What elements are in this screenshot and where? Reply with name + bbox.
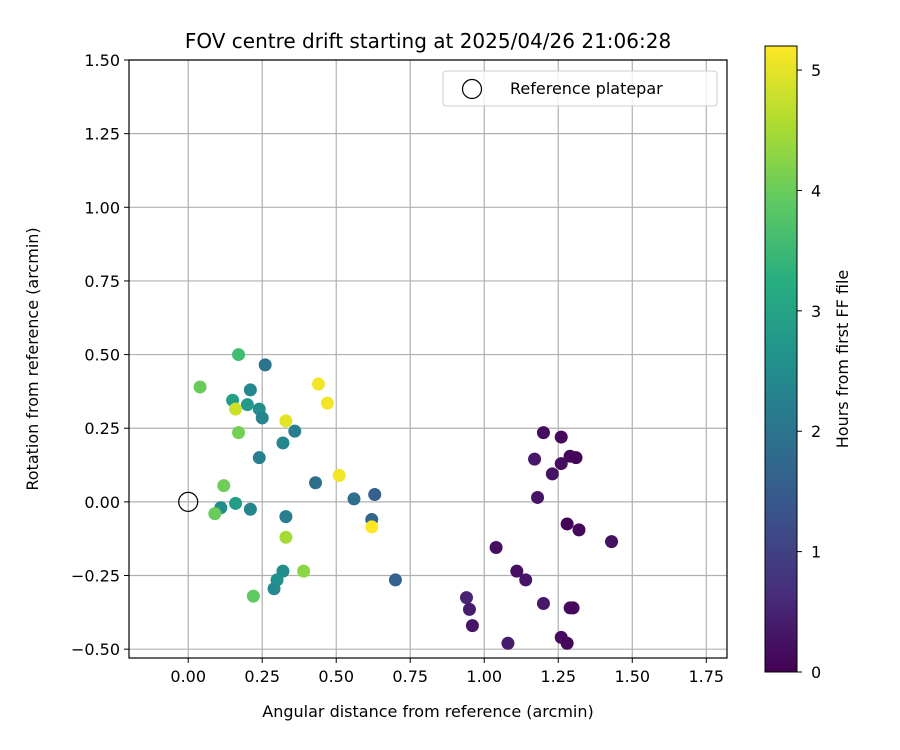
colorbar: 0 1 2 3 4 5 Hours from first FF file	[764, 45, 852, 682]
colorbar-tick-label: 5	[811, 61, 821, 80]
data-point	[279, 510, 293, 524]
data-point	[554, 457, 568, 471]
x-tick-label: 0.75	[392, 667, 428, 686]
grid-lines	[129, 59, 727, 658]
y-tick-label: 0.25	[84, 419, 120, 438]
data-point	[531, 490, 545, 504]
data-point	[536, 426, 550, 440]
data-point	[243, 383, 257, 397]
data-point	[279, 530, 293, 544]
data-point	[246, 589, 260, 603]
data-point	[528, 452, 542, 466]
data-point	[232, 348, 246, 362]
data-point	[208, 507, 222, 521]
colorbar-tick-label: 0	[811, 663, 821, 682]
data-point	[572, 523, 586, 537]
colorbar-label: Hours from first FF file	[833, 270, 852, 449]
legend: Reference platepar	[442, 70, 718, 107]
data-point	[368, 488, 382, 502]
colorbar-ticks: 0 1 2 3 4 5	[797, 61, 821, 682]
x-axis-ticks: 0.00 0.25 0.50 0.75 1.00 1.25 1.50 1.75	[170, 658, 724, 686]
reference-marker	[178, 491, 199, 512]
reference-point	[178, 491, 199, 512]
x-tick-label: 1.75	[688, 667, 724, 686]
data-points	[193, 348, 619, 650]
legend-marker-icon	[461, 78, 483, 100]
data-point	[243, 502, 257, 516]
data-point	[297, 564, 311, 578]
data-point	[465, 619, 479, 633]
data-point	[501, 636, 515, 650]
data-point	[605, 535, 619, 549]
data-point	[510, 564, 524, 578]
data-point	[229, 496, 243, 510]
data-point	[276, 436, 290, 450]
x-tick-label: 1.00	[466, 667, 502, 686]
data-point	[388, 573, 402, 587]
y-tick-label: 0.00	[84, 493, 120, 512]
y-axis-ticks: −0.50 −0.25 0.00 0.25 0.50 0.75 1.00 1.25 1.50	[71, 51, 129, 659]
data-point	[459, 591, 473, 605]
colorbar-tick-label: 4	[811, 181, 821, 200]
data-point	[560, 517, 574, 531]
data-point	[217, 479, 231, 493]
y-tick-label: 0.75	[84, 272, 120, 291]
data-point	[193, 380, 207, 394]
legend-entry-label: Reference platepar	[510, 79, 663, 98]
colorbar-tick-label: 2	[811, 422, 821, 441]
x-tick-label: 0.50	[318, 667, 354, 686]
data-point	[309, 476, 323, 490]
y-tick-label: −0.25	[71, 567, 120, 586]
data-point	[255, 411, 269, 425]
data-point	[566, 601, 580, 615]
colorbar-tick-label: 1	[811, 543, 821, 562]
y-tick-label: 1.50	[84, 51, 120, 70]
y-tick-label: 1.25	[84, 125, 120, 144]
data-point	[279, 414, 293, 428]
x-tick-label: 0.25	[244, 667, 280, 686]
data-point	[240, 398, 254, 412]
y-tick-label: 0.50	[84, 346, 120, 365]
data-point	[489, 541, 503, 555]
x-tick-label: 0.00	[170, 667, 206, 686]
data-point	[258, 358, 272, 372]
y-tick-label: −0.50	[71, 640, 120, 659]
y-axis-label: Rotation from reference (arcmin)	[23, 227, 42, 490]
data-point	[347, 492, 361, 506]
data-point	[252, 451, 266, 465]
x-tick-label: 1.50	[614, 667, 650, 686]
data-point	[545, 467, 559, 481]
data-point	[536, 597, 550, 611]
y-tick-label: 1.00	[84, 198, 120, 217]
data-point	[229, 402, 243, 416]
data-point	[288, 424, 302, 438]
data-point	[569, 451, 583, 465]
data-point	[320, 396, 334, 410]
data-point	[267, 582, 281, 596]
colorbar-gradient	[764, 45, 798, 673]
data-point	[332, 468, 346, 482]
colorbar-tick-label: 3	[811, 302, 821, 321]
data-point	[554, 430, 568, 444]
x-tick-label: 1.25	[540, 667, 576, 686]
data-point	[365, 520, 379, 534]
data-point	[311, 377, 325, 391]
data-point	[462, 602, 476, 616]
legend-box	[442, 70, 718, 107]
data-point	[232, 426, 246, 440]
x-axis-label: Angular distance from reference (arcmin)	[262, 702, 593, 721]
chart-title: FOV centre drift starting at 2025/04/26 …	[185, 29, 671, 53]
plot-frame	[128, 59, 728, 659]
data-point	[560, 636, 574, 650]
data-point	[519, 573, 533, 587]
